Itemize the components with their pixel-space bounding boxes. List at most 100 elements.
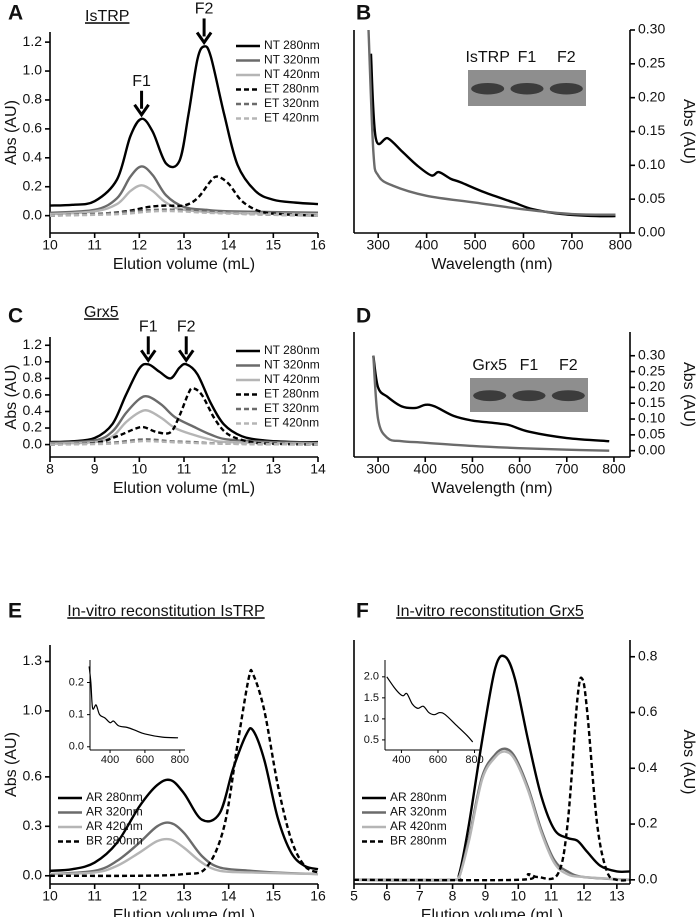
data-line — [353, 654, 631, 882]
y-tick-label: 1.0 — [23, 353, 43, 369]
x-tick-label: 13 — [266, 461, 282, 477]
legend-label: ET 420nm — [264, 111, 319, 125]
annotation-arrowhead — [178, 349, 195, 363]
data-line — [353, 750, 631, 882]
x-tick-label: 9 — [482, 888, 490, 904]
y-tick-label: 0.20 — [638, 88, 665, 104]
x-tick-label: 12 — [221, 461, 237, 477]
data-line — [367, 29, 616, 216]
data-line — [49, 439, 319, 446]
x-tick-label: 800 — [602, 461, 626, 477]
annotation-arrowhead — [133, 103, 150, 118]
x-tick-label: 500 — [461, 461, 485, 477]
data-line — [88, 666, 179, 739]
y-tick-label: 0.6 — [638, 703, 658, 719]
y-tick-label: 1.2 — [23, 33, 43, 49]
annotation-arrowhead — [140, 349, 157, 363]
data-line — [49, 837, 319, 876]
panel-label: B — [356, 2, 371, 25]
legend-label: NT 420nm — [264, 67, 320, 81]
x-tick-label: 12 — [132, 888, 148, 904]
legend-label: NT 420nm — [264, 372, 320, 386]
legend-label: BR 280nm — [86, 834, 143, 848]
legend-label: AR 420nm — [86, 819, 143, 833]
gel-band — [551, 390, 585, 402]
x-tick-label: 800 — [609, 237, 633, 253]
y-tick-label: 0.00 — [638, 224, 665, 240]
annotation-arrowhead — [195, 31, 213, 46]
x-axis-label: Elution volume (mL) — [421, 907, 563, 917]
data-line — [49, 362, 319, 444]
y-tick-label: 0.05 — [638, 190, 665, 206]
x-tick-label: 600 — [508, 461, 532, 477]
y-axis-label: Abs (AU) — [680, 362, 697, 427]
data-line — [372, 355, 610, 443]
data-line — [49, 409, 319, 445]
gel-lane-label: F1 — [518, 49, 537, 66]
panel-label: A — [8, 2, 23, 25]
y-tick-label: 0.0 — [23, 866, 43, 882]
y-tick-label: 0.6 — [23, 386, 43, 402]
x-axis-label: Wavelength (nm) — [431, 256, 552, 273]
y-tick-label: 0.15 — [638, 394, 665, 410]
y-tick-label: 0.25 — [638, 55, 665, 71]
legend-label: ET 280nm — [264, 82, 319, 96]
x-tick-label: 400 — [414, 461, 438, 477]
panel-label: C — [8, 305, 23, 328]
y-tick-label: 0.25 — [638, 362, 665, 378]
x-tick-label: 5 — [350, 888, 358, 904]
x-tick-label: 10 — [42, 888, 58, 904]
x-axis-label: Elution volume (mL) — [113, 256, 255, 273]
y-tick-label: 0.00 — [638, 441, 665, 457]
gel-band — [512, 390, 546, 402]
y-tick-label: 0.4 — [23, 402, 43, 418]
x-tick-label: 500 — [463, 237, 487, 253]
x-tick-label: 9 — [91, 461, 99, 477]
gel-band — [471, 82, 505, 95]
x-tick-label: 6 — [383, 888, 391, 904]
x-tick-label: 800 — [171, 754, 189, 766]
x-tick-label: 13 — [609, 888, 625, 904]
x-tick-label: 600 — [512, 237, 536, 253]
legend-label: AR 320nm — [390, 805, 447, 819]
x-tick-label: 14 — [221, 237, 237, 253]
legend-label: AR 280nm — [390, 790, 447, 804]
y-tick-label: 1.5 — [364, 692, 379, 704]
gel-lane-label: F2 — [557, 49, 576, 66]
y-tick-label: 0.30 — [638, 21, 665, 37]
x-tick-label: 15 — [266, 888, 282, 904]
gel-band — [473, 390, 507, 402]
x-axis-label: Elution volume (mL) — [113, 907, 255, 917]
y-tick-label: 0.8 — [638, 647, 658, 663]
x-tick-label: 400 — [101, 754, 119, 766]
x-tick-label: 8 — [449, 888, 457, 904]
y-tick-label: 0.0 — [69, 741, 84, 753]
x-tick-label: 14 — [310, 461, 326, 477]
legend-label: NT 320nm — [264, 358, 320, 372]
x-tick-label: 11 — [87, 888, 102, 904]
y-tick-label: 0.5 — [364, 734, 379, 746]
x-tick-label: 16 — [310, 237, 326, 253]
x-tick-label: 12 — [576, 888, 592, 904]
x-tick-label: 10 — [42, 237, 58, 253]
panel-title: IsTRP — [85, 8, 129, 25]
y-axis-label: Abs (AU) — [680, 730, 697, 795]
y-tick-label: 0.0 — [638, 871, 658, 887]
panel-label: D — [356, 305, 371, 328]
legend-label: NT 280nm — [264, 38, 320, 52]
x-tick-label: 10 — [510, 888, 526, 904]
x-tick-label: 600 — [136, 754, 154, 766]
gel-lane-label: Grx5 — [472, 357, 507, 374]
gel-lane-label: IsTRP — [465, 49, 509, 66]
gel-lane-label: F2 — [559, 357, 578, 374]
x-tick-label: 16 — [310, 888, 326, 904]
y-tick-label: 0.15 — [638, 122, 665, 138]
data-line — [49, 387, 319, 446]
data-line — [49, 165, 319, 214]
y-tick-label: 1.3 — [23, 652, 43, 668]
x-tick-label: 600 — [429, 754, 447, 766]
data-line — [49, 394, 319, 445]
data-line — [49, 45, 319, 207]
x-tick-label: 11 — [544, 888, 559, 904]
